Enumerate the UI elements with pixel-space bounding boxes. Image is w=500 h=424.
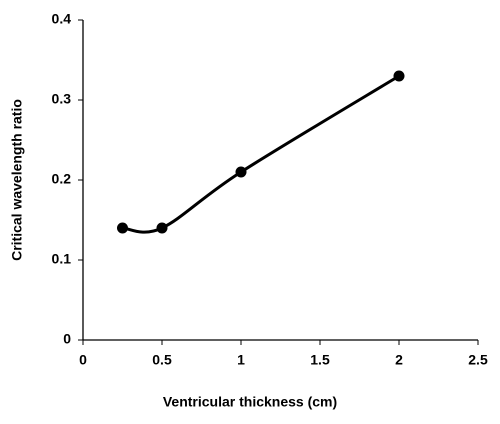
x-tick-label: 1 <box>237 352 245 368</box>
x-tick-label: 2 <box>395 352 403 368</box>
data-point <box>156 222 168 234</box>
x-tick-label: 1.5 <box>310 352 330 368</box>
series-line <box>122 74 400 234</box>
x-tick-label: 2.5 <box>468 352 488 368</box>
data-point <box>117 222 128 234</box>
x-tick-label: 0.5 <box>152 352 172 368</box>
data-point <box>393 70 405 82</box>
y-tick-label: 0.2 <box>52 171 72 187</box>
x-axis-label: Ventricular thickness (cm) <box>163 394 337 410</box>
data-point <box>235 166 247 178</box>
y-tick-label: 0.4 <box>52 11 72 27</box>
x-tick-label: 0 <box>79 352 87 368</box>
y-axis-label: Critical wavelength ratio <box>9 99 25 261</box>
y-tick-label: 0.3 <box>52 91 72 107</box>
y-tick-label: 0 <box>63 331 71 347</box>
y-tick-label: 0.1 <box>52 251 72 267</box>
